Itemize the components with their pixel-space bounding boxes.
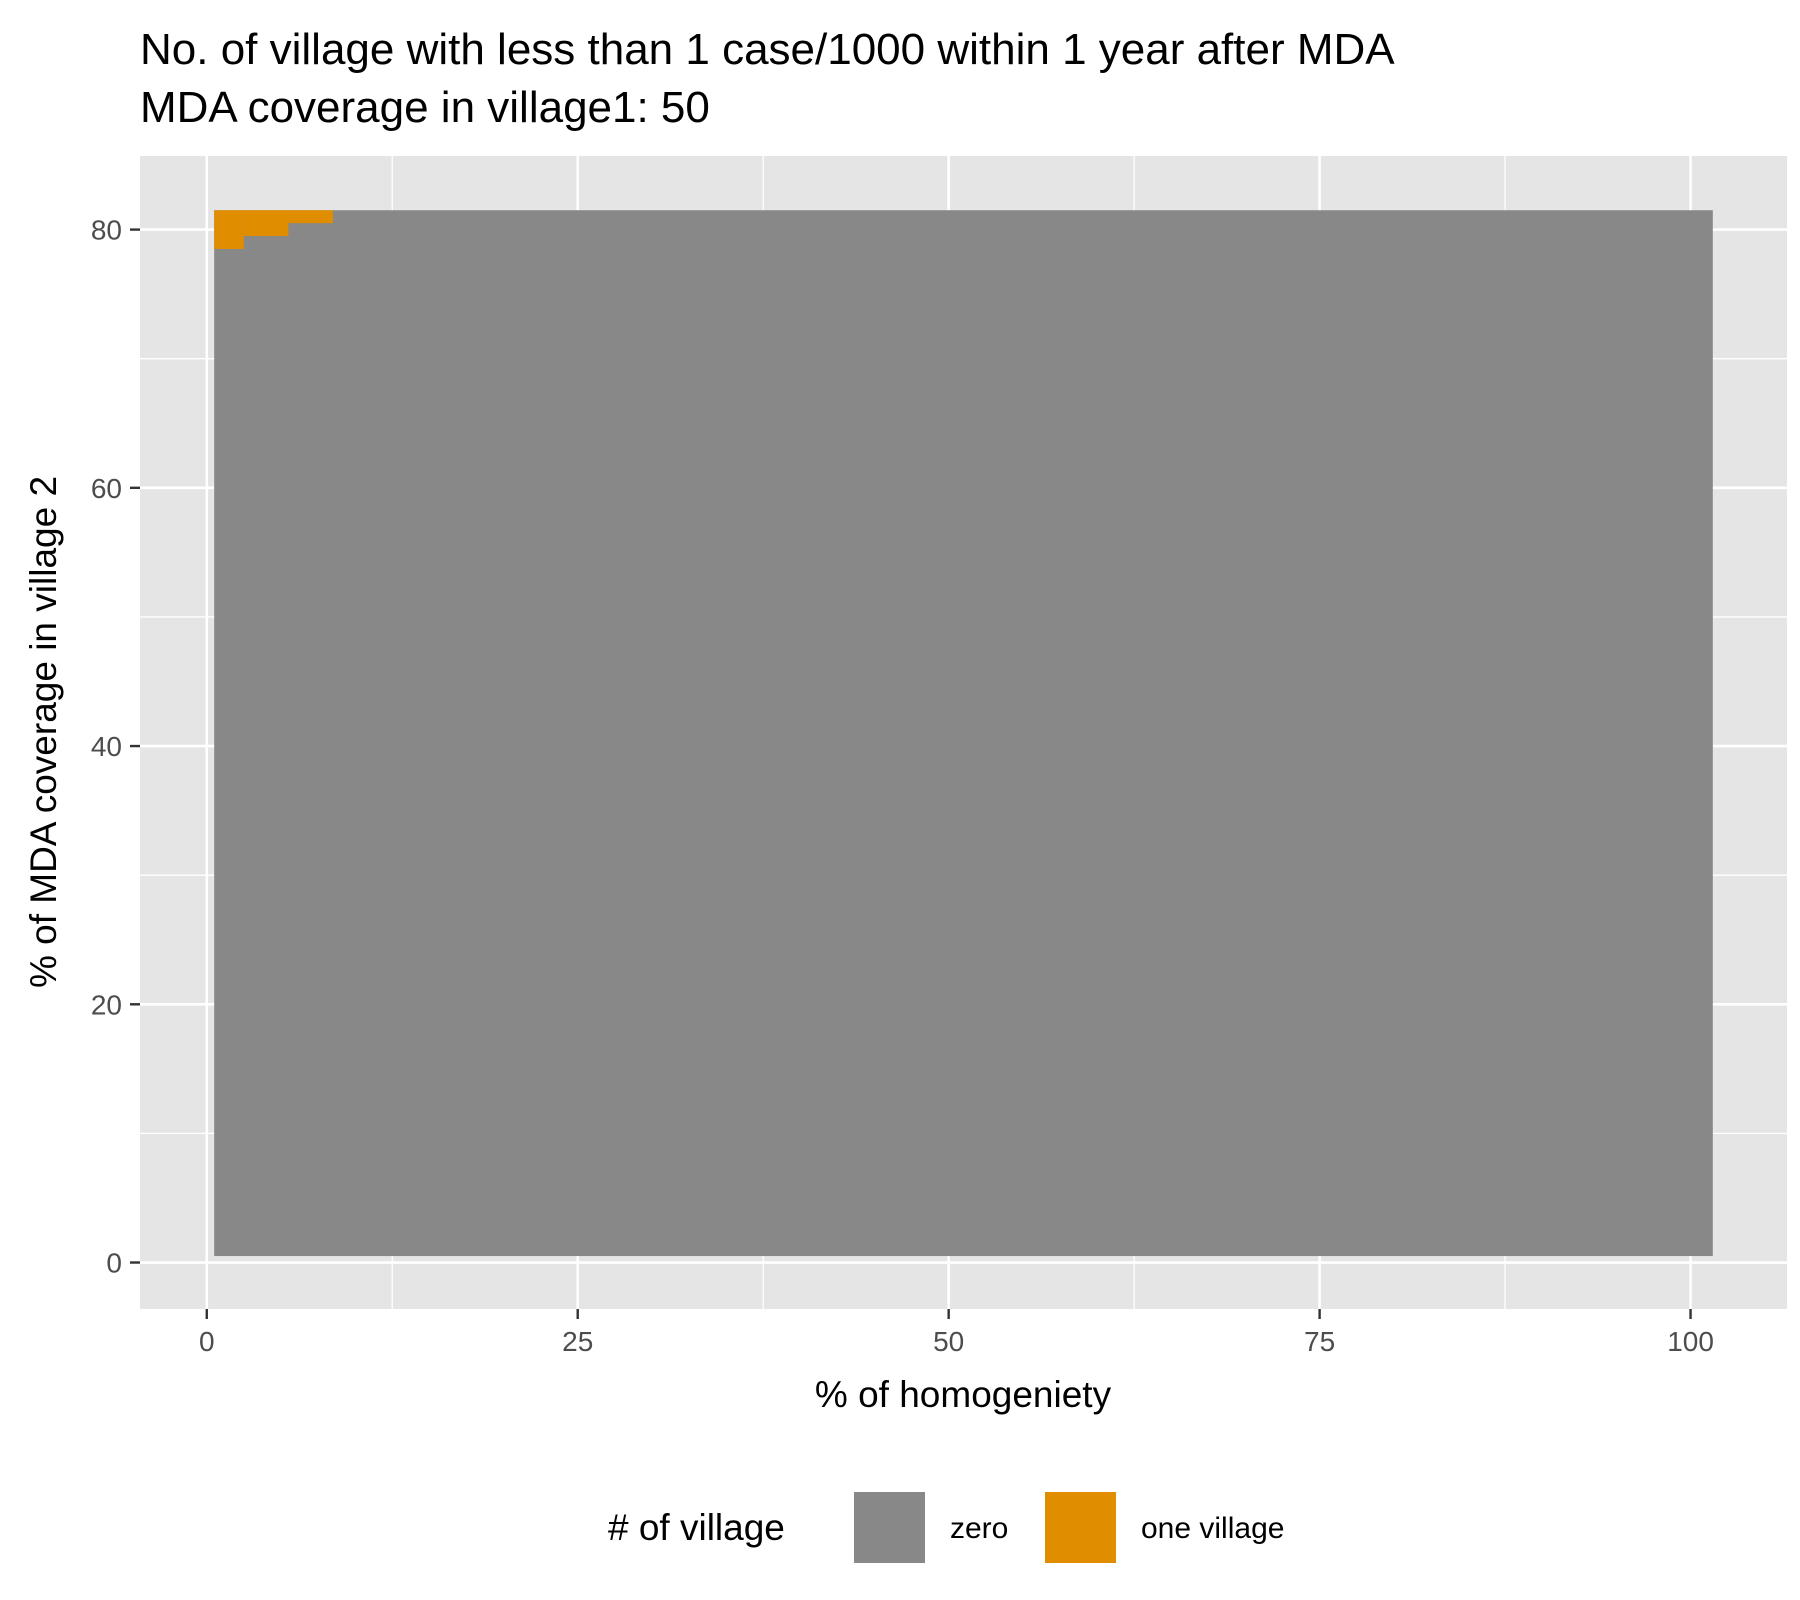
legend-title: # of village — [608, 1507, 785, 1548]
legend-label-zero: zero — [950, 1512, 1008, 1545]
y-axis-title: % of MDA coverage in village 2 — [23, 476, 64, 988]
heatmap-tile-one-village — [214, 210, 244, 249]
y-tick-label: 40 — [91, 731, 122, 762]
chart-title: No. of village with less than 1 case/100… — [140, 25, 1395, 74]
legend-key-one-village — [1045, 1492, 1116, 1563]
heatmap-tile-one-village — [243, 210, 289, 237]
x-tick-label: 75 — [1304, 1326, 1335, 1357]
legend: # of village zero one village — [608, 1492, 1284, 1563]
x-tick-label: 0 — [199, 1326, 215, 1357]
x-axis-title: % of homogeniety — [815, 1374, 1112, 1415]
y-axis: 0 20 40 60 80 — [91, 215, 140, 1279]
legend-key-zero — [854, 1492, 925, 1563]
x-axis: 0 25 50 75 100 — [199, 1309, 1714, 1357]
heatmap-tile-zero — [214, 210, 1713, 1257]
y-tick-label: 20 — [91, 989, 122, 1020]
y-tick-label: 60 — [91, 473, 122, 504]
x-tick-label: 50 — [933, 1326, 964, 1357]
legend-label-one-village: one village — [1141, 1512, 1284, 1545]
x-tick-label: 25 — [562, 1326, 593, 1357]
x-tick-label: 100 — [1667, 1326, 1714, 1357]
heatmap-tiles — [214, 210, 1713, 1257]
chart-subtitle: MDA coverage in village1: 50 — [140, 83, 710, 132]
y-tick-label: 80 — [91, 215, 122, 246]
heatmap-tile-one-village — [288, 210, 333, 224]
y-tick-label: 0 — [106, 1248, 122, 1279]
